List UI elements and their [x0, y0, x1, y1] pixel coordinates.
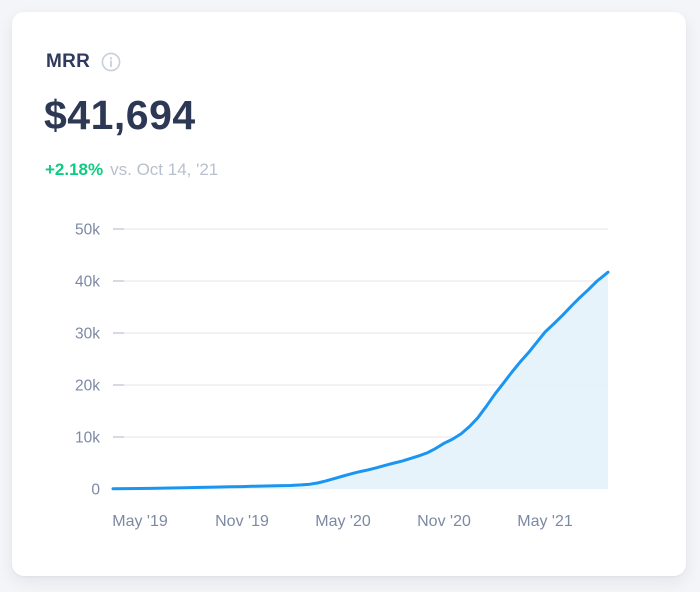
metric-title: MRR	[46, 51, 91, 72]
mrr-area-chart[interactable]: 0 10k 20k 30k 40k 50k May '19 Nov '19 May '20 Nov…	[12, 12, 686, 576]
y-tick-label: 40k	[75, 274, 100, 291]
x-tick-label: May '20	[315, 513, 371, 530]
info-icon[interactable]	[101, 52, 121, 72]
y-tick-label: 10k	[75, 430, 100, 447]
y-tick-label: 50k	[75, 222, 100, 239]
delta-row: +2.18% vs. Oct 14, '21	[45, 160, 218, 180]
y-tick-label: 20k	[75, 378, 100, 395]
x-tick-label: May '19	[112, 513, 168, 530]
metric-value: $41,694	[44, 92, 196, 138]
y-tick-label: 30k	[75, 326, 100, 343]
delta-percent: +2.18%	[45, 160, 104, 179]
x-tick-label: Nov '19	[215, 513, 269, 530]
series-line	[111, 270, 610, 491]
x-tick-label: May '21	[517, 513, 573, 530]
y-tick-label: 0	[91, 482, 100, 499]
x-tick-label: Nov '20	[417, 513, 471, 530]
card-header: MRR	[46, 51, 121, 73]
series-area	[113, 272, 608, 489]
mrr-card: MRR $41,694 +2.18% vs. Oct 14, '21 0 10k 2…	[12, 12, 686, 576]
comparison-label: vs. Oct 14, '21	[110, 160, 219, 179]
